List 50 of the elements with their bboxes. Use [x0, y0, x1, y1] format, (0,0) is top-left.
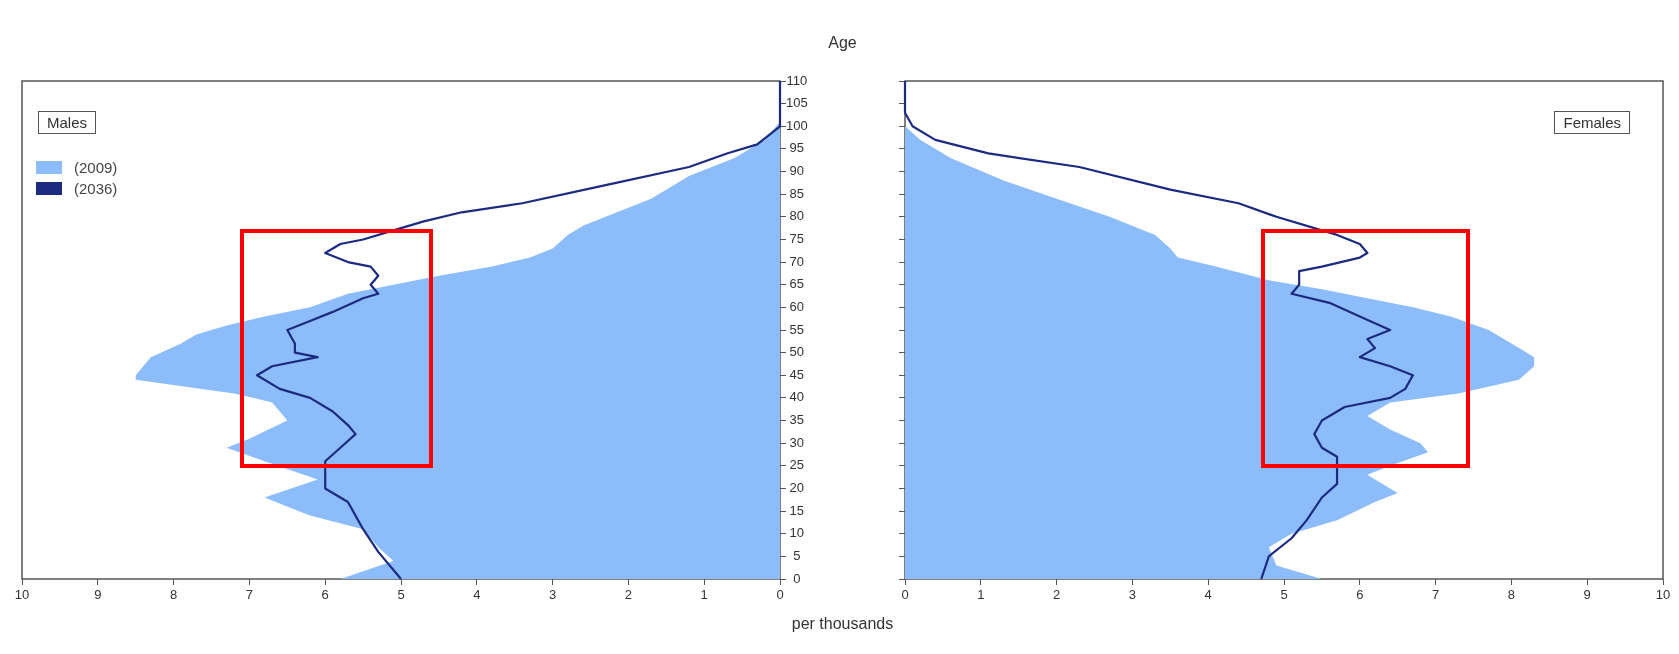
x-tick-label: 10 [1655, 587, 1671, 603]
x-tick-label: 1 [977, 587, 985, 603]
y-tick-label: 95 [789, 140, 805, 156]
x-tick-label: 9 [1583, 587, 1591, 603]
x-tick-label: 4 [1204, 587, 1212, 603]
y-tick-label: 105 [785, 95, 808, 111]
x-tick-label: 1 [700, 587, 708, 603]
x-tick-label: 7 [1431, 587, 1440, 603]
x-tick-label: 0 [901, 587, 909, 603]
x-tick-label: 4 [473, 587, 481, 603]
y-tick-label: 5 [793, 547, 801, 563]
y-tick-label: 90 [789, 163, 805, 179]
x-tick-label: 7 [245, 587, 254, 603]
y-tick-label: 80 [789, 208, 805, 224]
x-tick-label: 5 [1280, 587, 1288, 603]
y-tick-label: 100 [785, 117, 808, 133]
y-tick-label: 30 [789, 434, 805, 450]
y-axis-title: Age [828, 34, 857, 52]
y-tick-label: 0 [793, 570, 801, 586]
y-tick-label: 65 [789, 276, 805, 292]
text: Females [1554, 111, 1630, 134]
y-tick-label: 55 [789, 321, 805, 337]
x-tick-label: 5 [397, 587, 405, 603]
x-tick-label: 10 [14, 587, 30, 603]
legend-label: (2036) [74, 180, 118, 197]
y-tick-label: 25 [789, 457, 805, 473]
y-tick-label: 15 [789, 502, 805, 518]
x-axis-title: per thousands [791, 615, 894, 633]
x-tick-label: 8 [1507, 587, 1516, 603]
y-tick-label: 45 [789, 366, 805, 382]
x-tick-label: 2 [624, 587, 633, 603]
y-tick-label: 40 [789, 389, 805, 405]
x-tick-label: 2 [1052, 587, 1061, 603]
x-tick-label: 9 [94, 587, 102, 603]
legend-label: (2009) [74, 159, 118, 176]
y-tick-label: 50 [789, 344, 805, 360]
y-tick-label: 60 [789, 298, 805, 314]
x-tick-label: 3 [548, 587, 557, 603]
x-tick-label: 6 [1356, 587, 1364, 603]
y-tick-label: 70 [789, 253, 805, 269]
y-tick-label: 75 [789, 231, 805, 247]
x-tick-label: 8 [169, 587, 178, 603]
y-tick-label: 85 [789, 185, 805, 201]
x-tick-label: 3 [1128, 587, 1137, 603]
x-tick-label: 6 [321, 587, 329, 603]
y-tick-label: 35 [789, 412, 805, 428]
y-tick-label: 20 [789, 480, 805, 496]
y-tick-label: 110 [786, 72, 808, 88]
y-tick-label: 10 [789, 525, 805, 541]
text: Males [38, 111, 97, 134]
